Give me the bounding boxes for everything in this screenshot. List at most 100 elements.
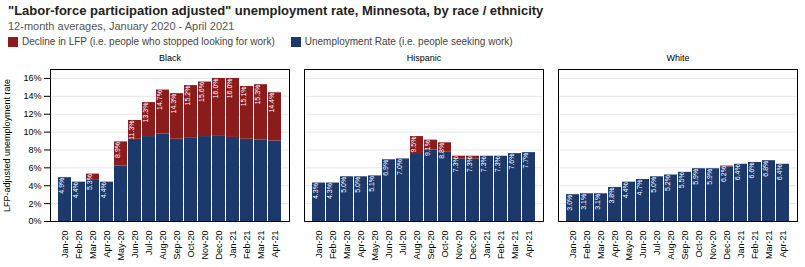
svg-text:Mar-21: Mar-21 [510,231,520,260]
svg-text:4.9%: 4.9% [58,178,65,194]
svg-text:7.7%: 7.7% [522,153,529,169]
svg-text:Nov-20: Nov-20 [708,231,718,260]
svg-text:Oct-20: Oct-20 [186,231,196,258]
svg-text:Feb-20: Feb-20 [582,231,592,260]
svg-text:Nov-20: Nov-20 [454,231,464,260]
svg-text:5.9%: 5.9% [706,169,713,185]
svg-text:Mar-20: Mar-20 [88,231,98,260]
svg-text:Apr-21: Apr-21 [270,231,280,258]
svg-text:6%: 6% [28,163,41,173]
svg-text:Mar-21: Mar-21 [764,231,774,260]
svg-text:7.3%: 7.3% [494,156,501,172]
svg-text:5.0%: 5.0% [354,177,361,193]
svg-text:LFP-adjusted unemployment rate: LFP-adjusted unemployment rate [2,79,12,212]
svg-text:Feb-20: Feb-20 [74,231,84,260]
svg-text:Jun-20: Jun-20 [384,231,394,259]
svg-text:8%: 8% [28,145,41,155]
svg-text:2%: 2% [28,198,41,208]
svg-text:7.3%: 7.3% [466,156,473,172]
svg-text:5.3%: 5.3% [86,174,93,190]
svg-text:15.1%: 15.1% [240,86,247,106]
svg-text:7.0%: 7.0% [396,159,403,175]
svg-text:6.2%: 6.2% [720,166,727,182]
svg-text:Aug-20: Aug-20 [412,231,422,260]
svg-text:Jan-20: Jan-20 [314,231,324,259]
svg-text:16%: 16% [23,73,41,83]
svg-text:4.4%: 4.4% [72,182,79,198]
svg-text:5.0%: 5.0% [340,177,347,193]
svg-text:Jan-21: Jan-21 [482,231,492,259]
svg-text:Dec-20: Dec-20 [214,231,224,260]
svg-text:Jul-20: Jul-20 [144,231,154,256]
svg-text:Mar-20: Mar-20 [596,231,606,260]
svg-text:16.0%: 16.0% [212,78,219,98]
svg-text:Hispanic: Hispanic [407,53,442,63]
svg-text:Aug-20: Aug-20 [666,231,676,260]
svg-text:9.1%: 9.1% [424,140,431,156]
svg-text:Jul-20: Jul-20 [652,231,662,256]
svg-text:15.6%: 15.6% [198,82,205,102]
svg-text:4.3%: 4.3% [326,183,333,199]
svg-text:3.0%: 3.0% [566,195,573,211]
svg-text:4%: 4% [28,181,41,191]
svg-text:3.8%: 3.8% [608,188,615,204]
svg-text:11.3%: 11.3% [128,120,135,139]
svg-text:8.8%: 8.8% [438,143,445,159]
svg-text:Sep-20: Sep-20 [680,231,690,260]
svg-text:Sep-20: Sep-20 [172,231,182,260]
svg-text:4.3%: 4.3% [312,183,319,199]
svg-text:Apr-20: Apr-20 [610,231,620,258]
svg-text:6.4%: 6.4% [776,164,783,180]
svg-text:Dec-20: Dec-20 [722,231,732,260]
svg-text:Apr-21: Apr-21 [524,231,534,258]
svg-text:Feb-21: Feb-21 [750,231,760,260]
svg-text:Oct-20: Oct-20 [694,231,704,258]
svg-text:15.3%: 15.3% [254,85,261,105]
svg-text:4.4%: 4.4% [100,182,107,198]
svg-text:9.5%: 9.5% [410,137,417,153]
svg-text:6.9%: 6.9% [382,160,389,176]
svg-text:Jan-20: Jan-20 [60,231,70,259]
svg-text:4.7%: 4.7% [636,179,643,195]
svg-text:14.4%: 14.4% [268,93,275,113]
svg-text:Sep-20: Sep-20 [426,231,436,260]
svg-text:5.9%: 5.9% [692,169,699,185]
svg-text:6.8%: 6.8% [762,161,769,177]
svg-text:3.1%: 3.1% [594,194,601,210]
svg-text:0%: 0% [28,216,41,226]
svg-text:4.4%: 4.4% [622,182,629,198]
svg-text:Jan-21: Jan-21 [228,231,238,259]
svg-text:Oct-20: Oct-20 [440,231,450,258]
svg-text:5.5%: 5.5% [678,172,685,188]
svg-text:7.6%: 7.6% [508,154,515,170]
svg-text:7.3%: 7.3% [452,156,459,172]
svg-text:5.0%: 5.0% [650,177,657,193]
svg-text:Jun-20: Jun-20 [638,231,648,259]
svg-text:Mar-21: Mar-21 [256,231,266,260]
svg-text:16.0%: 16.0% [226,78,233,98]
svg-text:10%: 10% [23,127,41,137]
svg-text:Feb-21: Feb-21 [496,231,506,260]
svg-text:Apr-20: Apr-20 [356,231,366,258]
svg-text:8.9%: 8.9% [114,142,121,158]
svg-text:13.3%: 13.3% [142,103,149,123]
svg-text:14%: 14% [23,91,41,101]
svg-text:May-20: May-20 [624,231,634,261]
svg-text:Nov-20: Nov-20 [200,231,210,260]
svg-text:12%: 12% [23,109,41,119]
svg-text:Jan-21: Jan-21 [736,231,746,259]
svg-text:Jun-20: Jun-20 [130,231,140,259]
svg-text:Apr-20: Apr-20 [102,231,112,258]
svg-text:Dec-20: Dec-20 [468,231,478,260]
svg-text:May-20: May-20 [370,231,380,261]
svg-text:14.3%: 14.3% [170,94,177,114]
svg-text:May-20: May-20 [116,231,126,261]
svg-text:14.7%: 14.7% [156,90,163,110]
svg-text:7.3%: 7.3% [480,156,487,172]
svg-text:Jan-20: Jan-20 [568,231,578,259]
svg-text:White: White [666,53,689,63]
svg-text:5.2%: 5.2% [664,175,671,191]
svg-text:Aug-20: Aug-20 [158,231,168,260]
svg-text:Apr-21: Apr-21 [778,231,788,258]
svg-text:Feb-21: Feb-21 [242,231,252,260]
